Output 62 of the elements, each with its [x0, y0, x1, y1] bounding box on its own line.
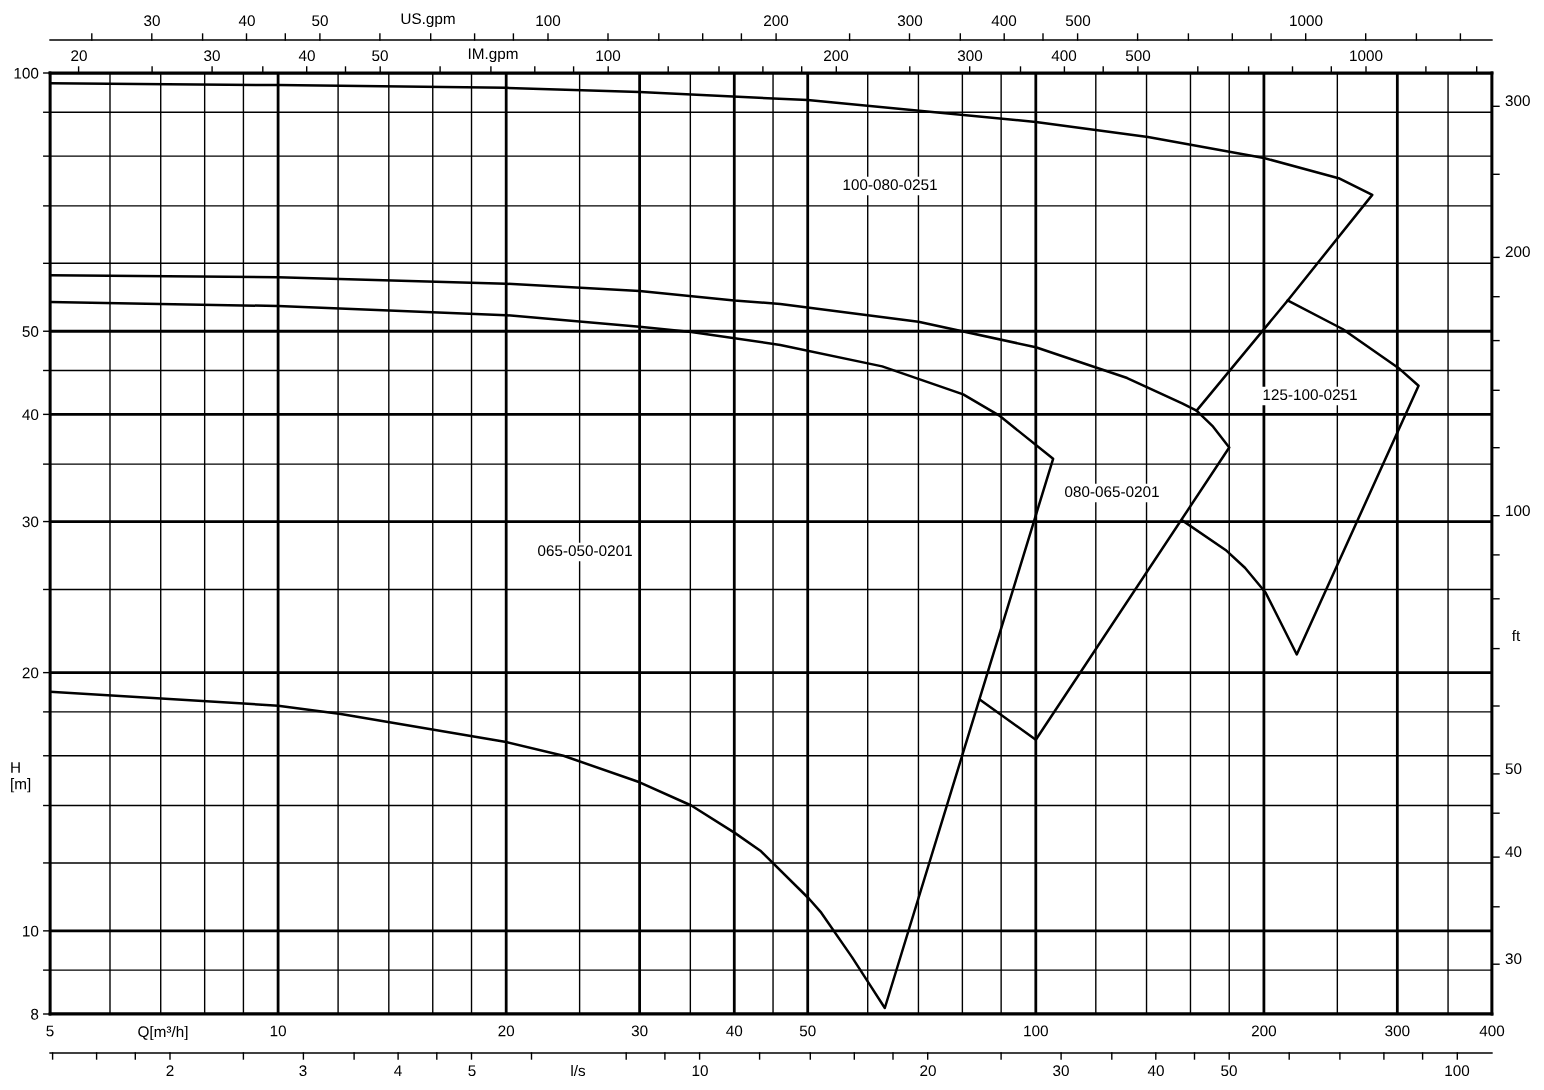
text: 300: [897, 15, 923, 27]
annotation: 065-050-0201: [538, 545, 632, 557]
x-tick-label: 40: [726, 1025, 743, 1037]
text: 100: [1445, 1065, 1470, 1077]
text: 2: [166, 1065, 174, 1076]
text: 200: [824, 50, 849, 62]
annotation: 125-100-0251: [1263, 389, 1357, 401]
text: 1000: [1290, 15, 1323, 27]
text: l/s: [571, 1064, 586, 1077]
text: 50: [1505, 763, 1522, 775]
text: 50: [312, 15, 328, 27]
text: 200: [764, 15, 789, 27]
text: 500: [1125, 50, 1151, 62]
text: 40: [298, 50, 315, 62]
y-tick-label: 10: [23, 925, 39, 937]
text: 50: [1221, 1065, 1237, 1077]
y-tick-label: 50: [22, 326, 39, 337]
text: 50: [372, 50, 388, 62]
text: 30: [144, 15, 160, 27]
text: 400: [1051, 50, 1077, 62]
x-tick-label: 200: [1251, 1025, 1277, 1037]
text: 40: [1505, 846, 1522, 858]
text: 3: [299, 1065, 307, 1077]
x-tick-label: 50: [799, 1025, 816, 1037]
text: 1000: [1350, 50, 1383, 62]
text: 4: [394, 1065, 402, 1076]
x-tick-label: 5: [46, 1025, 54, 1037]
text: 100: [1506, 505, 1530, 517]
x-tick-label: 10: [270, 1025, 286, 1037]
annotation: 100-080-0251: [843, 179, 937, 191]
text: 200: [1505, 246, 1530, 258]
text: 500: [1065, 15, 1091, 27]
x-tick-label: 300: [1385, 1025, 1410, 1037]
x-tick-label: 30: [631, 1025, 648, 1037]
x2-axis-title: IM.gpm: [468, 48, 518, 63]
text: 30: [1505, 953, 1522, 965]
y2-axis-title: ft: [1511, 629, 1521, 642]
y-axis-title: H [m]: [11, 762, 31, 793]
y-tick-label: 100: [14, 67, 39, 79]
x-tick-label: 20: [498, 1025, 515, 1037]
text: 100: [596, 50, 621, 62]
text: 300: [957, 50, 983, 62]
text: 40: [238, 15, 255, 27]
text: 5: [468, 1065, 476, 1077]
text: 20: [71, 50, 87, 62]
annotation: 080-065-0201: [1065, 486, 1159, 498]
text: 20: [920, 1065, 936, 1077]
text: 30: [1053, 1065, 1069, 1077]
x-tick-label: 100: [1024, 1025, 1048, 1037]
x-axis-title: Q[m³/h]: [138, 1025, 188, 1041]
text: 30: [204, 50, 220, 62]
y-tick-label: 30: [22, 516, 39, 528]
text: 400: [991, 15, 1017, 27]
y-tick-label: 20: [22, 667, 39, 679]
text: US.gpm: [401, 13, 455, 28]
x-tick-label: 400: [1479, 1025, 1505, 1037]
y-tick-label: 40: [22, 409, 39, 421]
text: 100: [536, 15, 561, 27]
y-tick-label: 8: [31, 1008, 39, 1020]
text: 40: [1147, 1065, 1164, 1077]
text: 300: [1505, 95, 1530, 107]
text: 10: [692, 1065, 708, 1077]
